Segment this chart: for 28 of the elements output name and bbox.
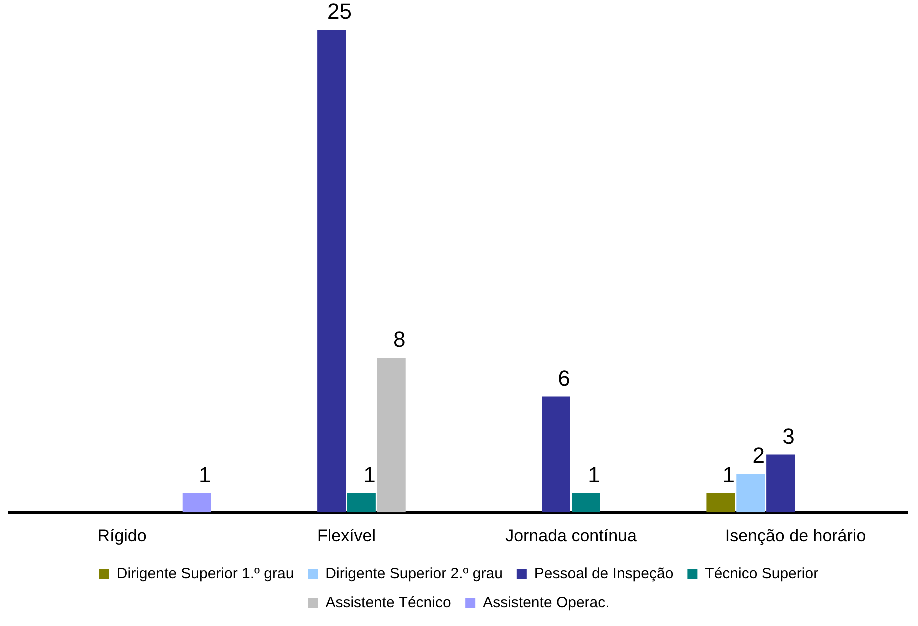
x-tick-label: Flexível <box>317 526 376 546</box>
legend-label: Dirigente Superior 1.º grau <box>116 566 294 583</box>
data-label: 2 <box>752 443 765 468</box>
legend-label: Dirigente Superior 2.º grau <box>326 566 503 583</box>
bar <box>377 358 406 513</box>
x-tick-label: Jornada contínua <box>506 526 638 546</box>
data-label: 6 <box>558 366 570 391</box>
bar <box>706 493 736 513</box>
legend-label: Pessoal de Inspeção <box>534 566 674 583</box>
bar <box>318 30 346 513</box>
data-label: 1 <box>364 462 376 488</box>
legend-label: Assistente Técnico <box>326 594 452 612</box>
data-label: 3 <box>782 424 795 449</box>
bar <box>182 493 212 513</box>
bar <box>766 454 795 513</box>
data-label: 8 <box>394 327 406 352</box>
data-label: 1 <box>722 462 736 488</box>
legend-label: Assistente Operac. <box>483 594 610 612</box>
data-label: 1 <box>198 462 212 488</box>
legend-label: Técnico Superior <box>705 566 819 583</box>
bar <box>736 474 766 513</box>
x-tick-label: Isenção de horário <box>725 526 866 546</box>
data-label: 25 <box>328 0 352 24</box>
bar <box>348 493 376 513</box>
data-label: 1 <box>588 462 600 488</box>
x-tick-label: Rígido <box>98 526 147 546</box>
bar <box>542 396 570 513</box>
bar <box>572 493 600 513</box>
